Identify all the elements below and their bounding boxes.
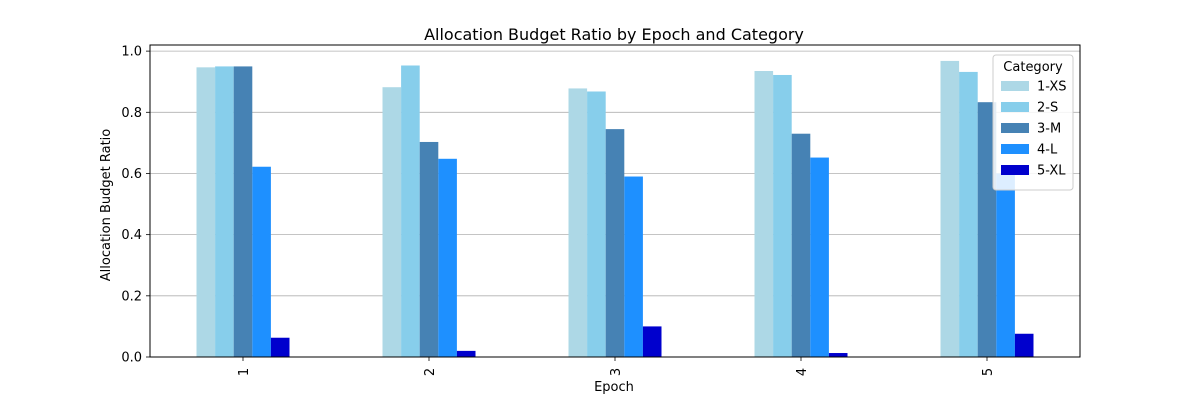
y-tick-label: 0.2 [121, 289, 142, 304]
axes: 0.0 0.2 0.4 0.6 0.8 1.0 1 2 3 4 5 [121, 44, 1081, 376]
bar-4-L-epoch-2 [438, 158, 457, 357]
bars [196, 60, 1034, 358]
bar-3-M-epoch-3 [605, 129, 625, 357]
bar-2-S-epoch-4 [773, 74, 792, 357]
bar-5-XL-epoch-3 [642, 326, 662, 357]
legend-swatch-1-XS [1001, 81, 1029, 91]
legend-label-3-M: 3-M [1037, 122, 1061, 137]
bar-3-M-epoch-5 [977, 102, 997, 357]
bar-5-XL-epoch-5 [1014, 333, 1034, 357]
legend: Category 1-XS 2-S 3-M 4-L 5-XL [992, 54, 1074, 191]
x-axis-label: Epoch [594, 380, 634, 395]
y-tick-label: 0.0 [121, 351, 142, 366]
y-tick-label: 0.6 [121, 167, 142, 182]
bar-5-XL-epoch-4 [828, 353, 848, 357]
bar-2-S-epoch-3 [587, 91, 606, 358]
y-tick-label: 1.0 [121, 45, 142, 60]
legend-swatch-3-M [1001, 123, 1029, 133]
legend-label-5-XL: 5-XL [1037, 164, 1066, 179]
bar-1-XS-epoch-5 [940, 60, 960, 357]
bar-4-L-epoch-1 [252, 166, 271, 357]
bar-3-M-epoch-2 [419, 141, 439, 357]
y-tick-label: 0.4 [121, 228, 142, 243]
bar-4-L-epoch-4 [810, 157, 829, 357]
y-tick-label: 0.8 [121, 106, 142, 121]
x-tick-label: 1 [237, 368, 252, 376]
bar-3-M-epoch-1 [233, 66, 253, 357]
legend-label-2-S: 2-S [1037, 101, 1058, 116]
x-tick-label: 3 [609, 368, 624, 376]
legend-label-4-L: 4-L [1037, 143, 1058, 158]
legend-swatch-2-S [1001, 102, 1029, 112]
bar-5-XL-epoch-1 [270, 337, 290, 357]
bar-3-M-epoch-4 [791, 133, 811, 357]
legend-swatch-5-XL [1001, 165, 1029, 175]
bar-2-S-epoch-5 [959, 71, 978, 357]
legend-title: Category [1003, 60, 1063, 75]
legend-label-1-XS: 1-XS [1037, 80, 1066, 95]
bar-4-L-epoch-5 [996, 173, 1015, 357]
y-axis-label: Allocation Budget Ratio [99, 129, 114, 282]
bar-5-XL-epoch-2 [456, 350, 476, 357]
plot-frame [149, 44, 1081, 358]
bar-1-XS-epoch-2 [382, 87, 402, 357]
bar-1-XS-epoch-3 [568, 88, 588, 357]
bar-1-XS-epoch-4 [754, 71, 774, 357]
bar-4-L-epoch-3 [624, 176, 643, 357]
chart-title: Allocation Budget Ratio by Epoch and Cat… [424, 25, 804, 44]
bar-1-XS-epoch-1 [196, 67, 216, 358]
legend-swatch-4-L [1001, 144, 1029, 154]
x-tick-label: 5 [981, 368, 996, 376]
bar-2-S-epoch-1 [215, 66, 234, 357]
x-tick-label: 4 [795, 368, 810, 376]
bar-2-S-epoch-2 [401, 65, 420, 358]
x-tick-label: 2 [423, 368, 438, 376]
